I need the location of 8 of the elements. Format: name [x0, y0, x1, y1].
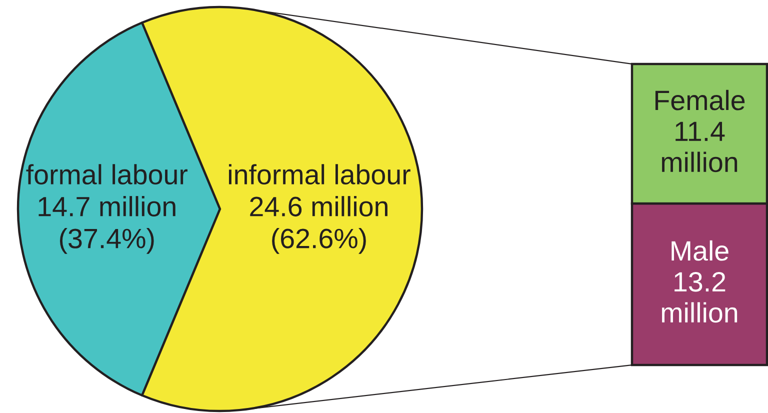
data-label: 14.7 million (37.4%)	[38, 196, 176, 254]
series-label: Male	[672, 240, 728, 261]
series-label: Female	[655, 90, 745, 110]
data-label: 11.4 million	[662, 122, 738, 172]
data-label: 13.2 million	[662, 272, 738, 323]
slice-label: formal labour	[26, 164, 188, 185]
data-label: 24.6 million (62.6%)	[250, 196, 388, 254]
slice-label: informal labour	[228, 164, 410, 185]
